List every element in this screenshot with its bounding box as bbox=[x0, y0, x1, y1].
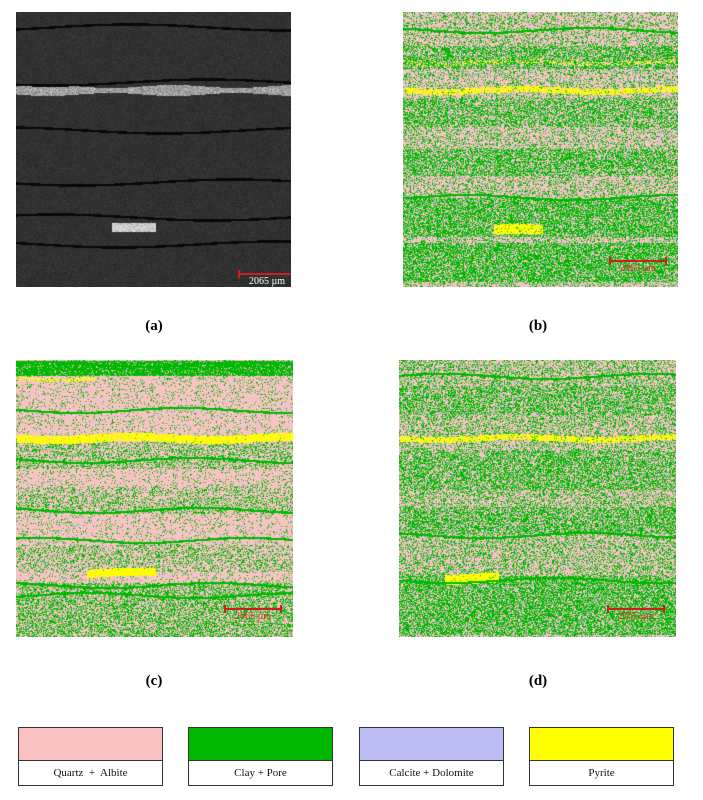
panel-d-mineral-map: 2065 µm bbox=[399, 360, 676, 637]
legend-item-clay-pore: Clay + Pore bbox=[188, 727, 333, 786]
scale-bar-label: 2065 µm bbox=[234, 611, 272, 622]
legend-swatch bbox=[529, 727, 674, 761]
panel-c-caption: (c) bbox=[145, 673, 163, 689]
legend-item-quartz-albite: Quartz + Albite bbox=[18, 727, 163, 786]
scale-bar: 2065 µm bbox=[607, 605, 665, 622]
legend-label: Quartz + Albite bbox=[18, 761, 163, 786]
legend-label: Clay + Pore bbox=[188, 761, 333, 786]
legend-swatch bbox=[359, 727, 504, 761]
mineral-classification-map bbox=[399, 360, 676, 637]
panel-b-mineral-map: 2065 µm bbox=[403, 12, 678, 287]
scale-bar: 2065 µm bbox=[224, 605, 282, 622]
sem-backscatter-image bbox=[16, 12, 291, 287]
legend-label: Pyrite bbox=[529, 761, 674, 786]
panel-a-caption: (a) bbox=[145, 318, 163, 334]
panel-a-sem-image: 2065 µm bbox=[16, 12, 291, 287]
legend-item-calcite-dolomite: Calcite + Dolomite bbox=[359, 727, 504, 786]
scale-bar: 2065 µm bbox=[609, 257, 667, 274]
mineral-classification-map bbox=[16, 360, 293, 637]
panel-b-caption: (b) bbox=[528, 318, 548, 334]
legend-label: Calcite + Dolomite bbox=[359, 761, 504, 786]
panel-c-mineral-map: 2065 µm bbox=[16, 360, 293, 637]
panel-d-caption: (d) bbox=[528, 673, 548, 689]
scale-bar-label: 2065 µm bbox=[619, 263, 657, 274]
legend-swatch bbox=[18, 727, 163, 761]
mineral-classification-map bbox=[403, 12, 678, 287]
legend-swatch bbox=[188, 727, 333, 761]
scale-bar: 2065 µm bbox=[238, 270, 291, 287]
scale-bar-label: 2065 µm bbox=[248, 276, 286, 287]
scale-bar-label: 2065 µm bbox=[617, 611, 655, 622]
legend-item-pyrite: Pyrite bbox=[529, 727, 674, 786]
